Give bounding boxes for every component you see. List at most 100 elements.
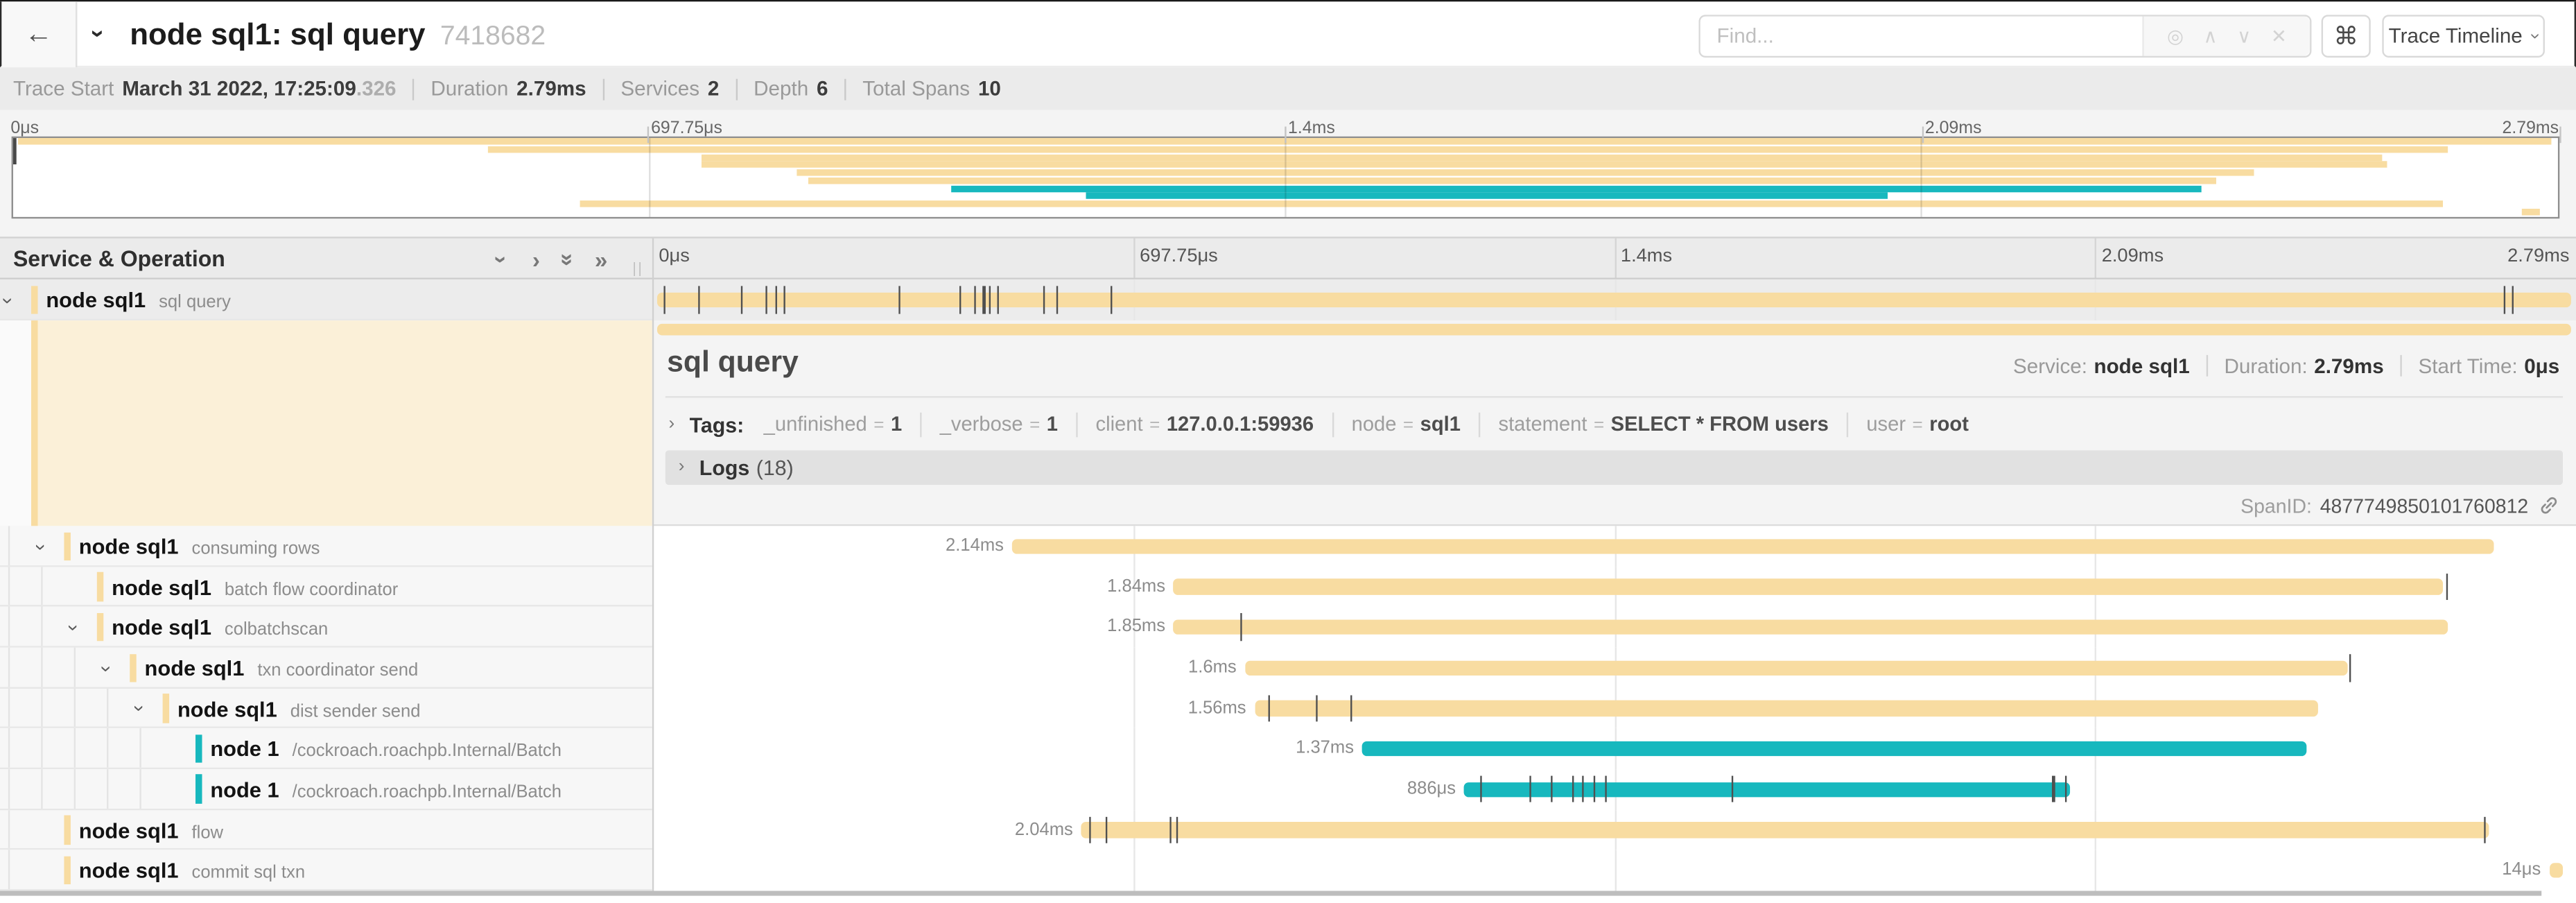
log-marker[interactable] (973, 286, 975, 313)
span-tree-row[interactable]: node sql1 commit sql txn (0, 850, 652, 891)
minimap-drag-handle[interactable] (12, 137, 17, 164)
span-tree-row[interactable]: › node sql1 dist sender send (0, 688, 652, 729)
span-bar[interactable] (1361, 741, 2307, 757)
log-marker[interactable] (1581, 775, 1583, 803)
span-timeline-row[interactable] (652, 279, 2576, 320)
log-marker[interactable] (698, 286, 701, 313)
log-marker[interactable] (1241, 613, 1243, 641)
find-input[interactable] (1700, 15, 2143, 55)
log-marker[interactable] (1592, 775, 1595, 803)
log-marker[interactable] (996, 286, 999, 313)
row-collapse-icon[interactable]: › (128, 705, 152, 712)
log-marker[interactable] (1043, 286, 1045, 313)
log-marker[interactable] (1056, 286, 1059, 313)
span-tree-row[interactable]: node 1/cockroach.roachpb.Internal/Batch (0, 728, 652, 769)
span-bar[interactable] (1081, 822, 2490, 838)
timeline-minimap[interactable] (10, 135, 2559, 218)
row-collapse-icon[interactable]: › (62, 624, 86, 631)
log-marker[interactable] (1110, 286, 1112, 313)
indent-guide (41, 607, 43, 646)
expand-all-icon[interactable]: » (594, 246, 608, 273)
log-marker[interactable] (1267, 694, 1270, 722)
log-marker[interactable] (1350, 694, 1352, 722)
log-marker[interactable] (1604, 775, 1607, 803)
span-tree-row[interactable]: › node sql1 colbatchscan (0, 607, 652, 648)
span-bar[interactable] (1173, 619, 2448, 635)
next-result-icon[interactable]: ∨ (2237, 27, 2252, 47)
log-marker[interactable] (1175, 816, 1178, 843)
operation-name: batch flow coordinator (224, 579, 399, 600)
span-tree-row[interactable]: node 1/cockroach.roachpb.Internal/Batch (0, 768, 652, 810)
column-resize-handle[interactable]: || (632, 259, 644, 277)
log-marker[interactable] (1316, 694, 1318, 722)
log-marker[interactable] (1088, 816, 1091, 843)
span-timeline-row[interactable]: 886μs (652, 768, 2576, 810)
span-timeline-row[interactable]: 1.56ms (652, 688, 2576, 729)
row-collapse-icon[interactable]: › (0, 297, 19, 303)
log-marker[interactable] (1479, 775, 1481, 803)
span-tree-row[interactable]: node sql1 flow (0, 809, 652, 850)
log-marker[interactable] (983, 286, 985, 313)
log-marker[interactable] (765, 286, 768, 313)
log-marker[interactable] (1169, 816, 1172, 843)
log-marker[interactable] (1550, 775, 1553, 803)
collapse-one-icon[interactable]: › (488, 255, 515, 264)
span-timeline-row[interactable]: 1.85ms (652, 607, 2576, 648)
info-value: 10 (977, 77, 1001, 101)
locate-icon[interactable]: ◎ (2167, 27, 2184, 47)
log-marker[interactable] (1106, 816, 1108, 843)
log-marker[interactable] (775, 286, 778, 313)
log-marker[interactable] (2483, 816, 2486, 843)
trace-view-select[interactable]: Trace Timeline › (2382, 14, 2545, 57)
span-timeline-row[interactable]: 2.14ms (652, 526, 2576, 567)
span-bar[interactable] (1463, 781, 2071, 798)
span-timeline-row[interactable]: 1.6ms (652, 647, 2576, 689)
log-marker[interactable] (1572, 775, 1574, 803)
log-marker[interactable] (663, 286, 666, 313)
service-name: node sql1 sql query (46, 287, 231, 313)
log-marker[interactable] (2349, 654, 2351, 682)
clear-search-icon[interactable]: ✕ (2270, 27, 2287, 47)
log-marker[interactable] (989, 286, 991, 313)
divider (602, 78, 604, 100)
back-button[interactable]: ← (1, 1, 78, 68)
link-icon[interactable] (2538, 495, 2559, 517)
span-timeline-row[interactable]: 1.84ms (652, 566, 2576, 608)
keyboard-shortcuts-button[interactable]: ⌘ (2321, 14, 2371, 57)
log-marker[interactable] (783, 286, 785, 313)
span-tree-row[interactable]: › node sql1 txn coordinator send (0, 647, 652, 689)
span-bar[interactable] (1173, 578, 2444, 595)
log-marker[interactable] (2053, 775, 2055, 803)
span-tree-row[interactable]: › node sql1 consuming rows (0, 526, 652, 567)
span-timeline-row[interactable]: 14μs (652, 850, 2576, 891)
log-marker[interactable] (1529, 775, 1531, 803)
span-tree-row[interactable]: node sql1 batch flow coordinator (0, 566, 652, 608)
log-marker[interactable] (2064, 775, 2066, 803)
log-marker[interactable] (2503, 286, 2505, 313)
span-bar[interactable] (656, 291, 2572, 308)
trace-collapse-icon[interactable]: › (83, 29, 112, 38)
log-marker[interactable] (898, 286, 900, 313)
span-bar[interactable] (1244, 660, 2347, 676)
log-marker[interactable] (740, 286, 743, 313)
log-marker[interactable] (2446, 573, 2448, 601)
log-marker[interactable] (1731, 775, 1734, 803)
prev-result-icon[interactable]: ∧ (2203, 27, 2218, 47)
expand-one-icon[interactable]: › (532, 246, 540, 273)
span-bar[interactable] (1011, 538, 2494, 554)
column-divider[interactable] (651, 238, 654, 891)
axis-gridline (2095, 238, 2097, 278)
logs-accordion[interactable]: › Logs (18) (665, 449, 2564, 485)
row-collapse-icon[interactable]: › (95, 664, 119, 672)
span-timeline-row[interactable]: 1.37ms (652, 728, 2576, 769)
span-bar[interactable] (2549, 862, 2563, 879)
span-bar[interactable] (1254, 700, 2319, 716)
row-collapse-icon[interactable]: › (29, 543, 53, 550)
collapse-all-icon[interactable]: » (555, 253, 582, 266)
tags-accordion[interactable]: › Tags: _unfinished = 1 _verbose = 1 client = 127.… (669, 406, 2563, 444)
log-marker[interactable] (959, 286, 962, 313)
horizontal-scrollbar[interactable] (0, 891, 2542, 896)
span-timeline-row[interactable]: 2.04ms (652, 809, 2576, 850)
log-marker[interactable] (2512, 286, 2514, 313)
